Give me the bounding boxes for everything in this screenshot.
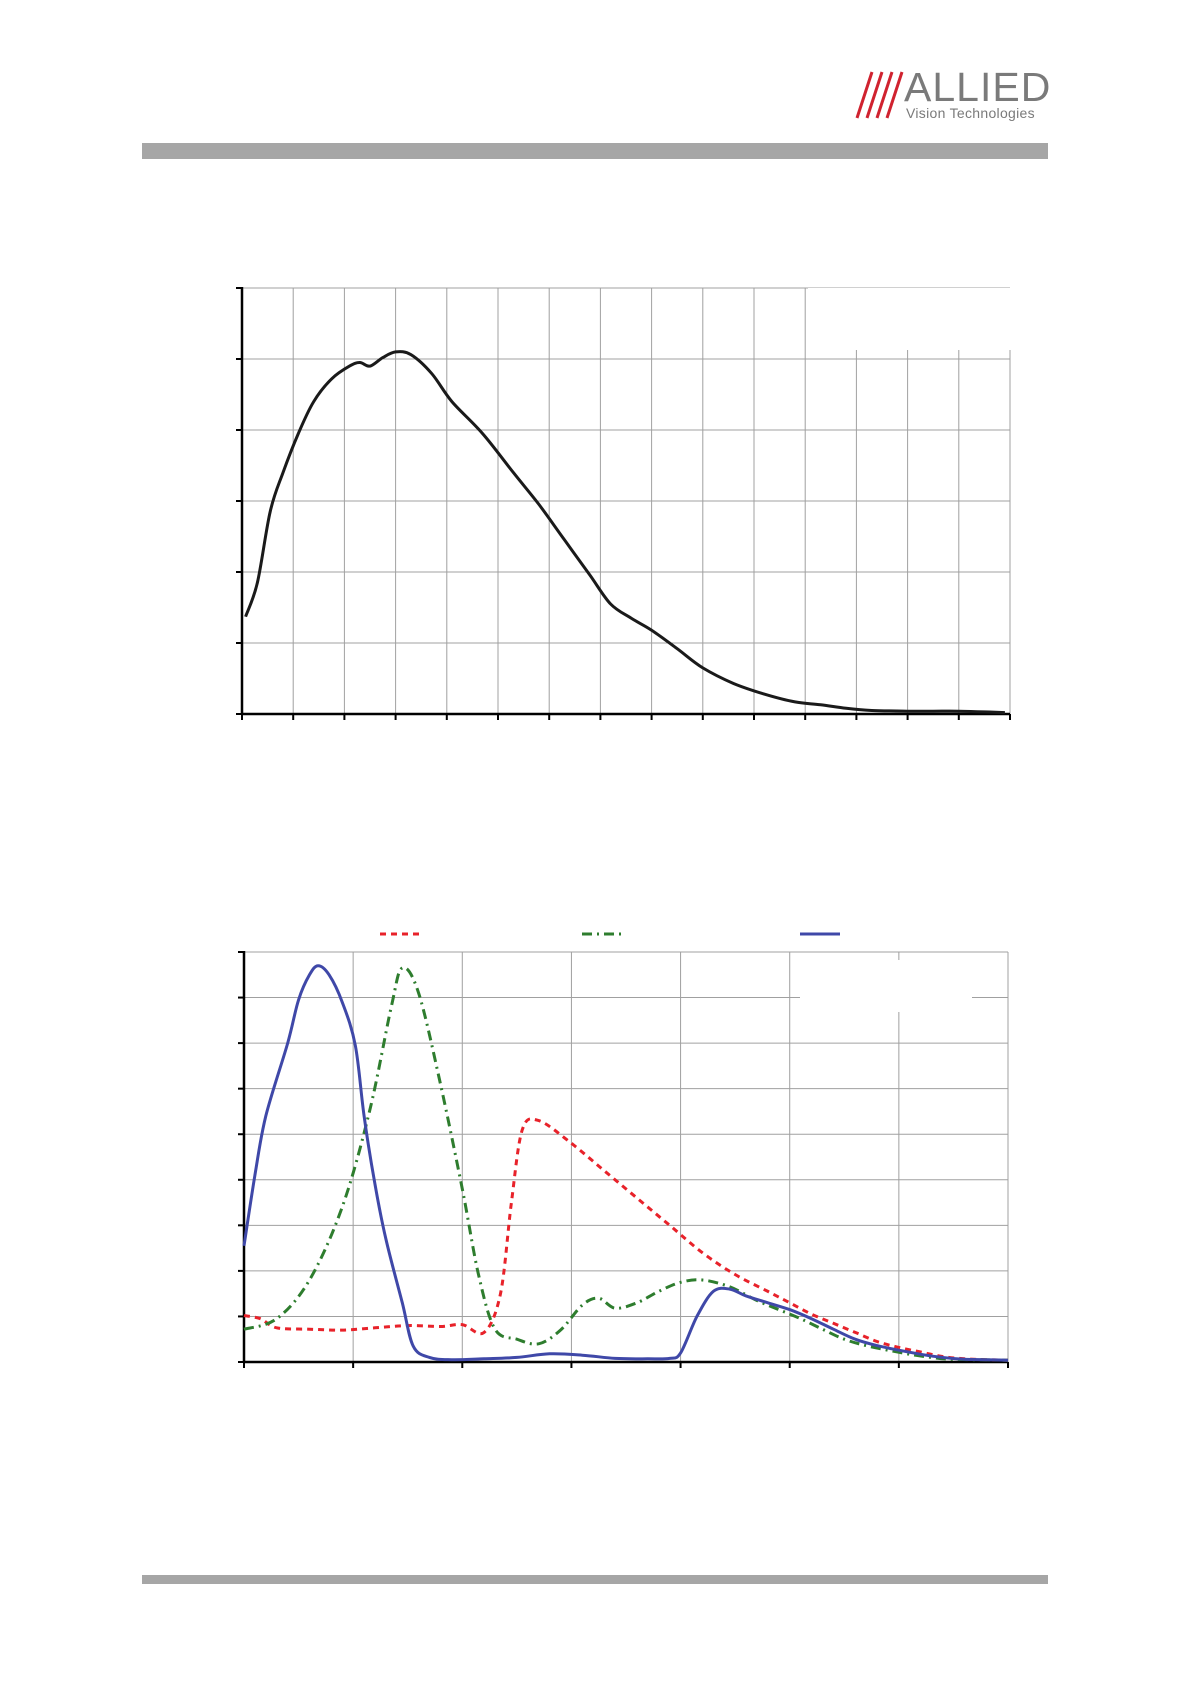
- legend-area: [800, 960, 972, 1012]
- logo-subtitle-text: Vision Technologies: [906, 105, 1035, 121]
- allied-vision-logo: ALLIED Vision Technologies: [852, 64, 1052, 126]
- logo-slash-1: [855, 71, 874, 119]
- legend-area: [808, 288, 1018, 350]
- series-line-0: [244, 350, 1005, 715]
- series-line-1: [243, 966, 1009, 1362]
- logo-slash-3: [875, 71, 894, 119]
- series-line-0: [243, 1117, 1009, 1362]
- luminance-response-chart: [236, 287, 1018, 720]
- header-rule: [142, 143, 1048, 159]
- series-line-2: [242, 964, 1009, 1362]
- logo-brand-text: ALLIED: [904, 64, 1052, 110]
- logo-slash-2: [865, 71, 884, 119]
- logo-slashes-icon: [855, 71, 904, 119]
- footer-rule: [142, 1575, 1048, 1584]
- logo-slash-4: [885, 71, 904, 119]
- rgb-response-chart: [238, 932, 1009, 1368]
